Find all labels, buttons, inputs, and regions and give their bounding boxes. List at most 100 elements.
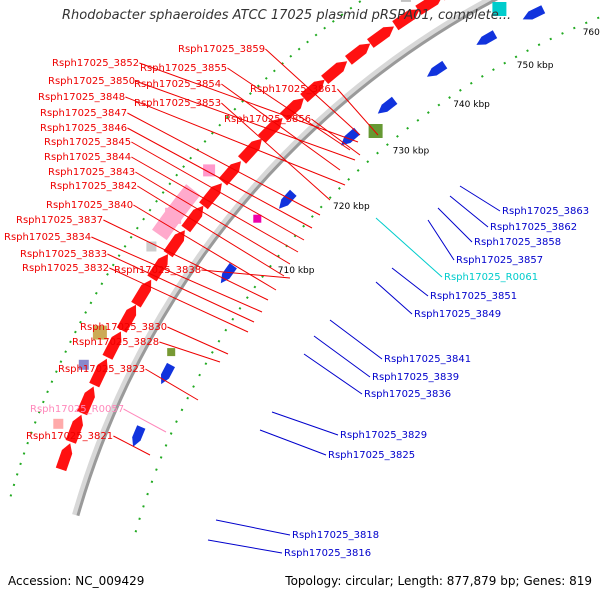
map-title: Rhodobacter sphaeroides ATCC 17025 plasm… xyxy=(62,8,512,23)
left-gene-label[interactable]: Rsph17025_3838 xyxy=(114,265,201,276)
kbp-tick-label: 730 kbp xyxy=(393,146,430,156)
right-gene-label[interactable]: Rsph17025_3839 xyxy=(372,372,459,383)
reverse-gene-arrow xyxy=(161,362,175,385)
reverse-gene-arrow xyxy=(132,425,146,447)
forward-gene-arrow xyxy=(181,205,204,233)
left-leader-line xyxy=(113,435,151,456)
left-gene-label[interactable]: Rsph17025_3833 xyxy=(20,249,107,260)
left-gene-label[interactable]: Rsph17025_3843 xyxy=(48,167,135,178)
right-leader-line xyxy=(391,267,429,297)
reverse-gene-arrow xyxy=(341,127,360,146)
left-leader-line xyxy=(221,102,331,201)
left-gene-label[interactable]: Rsph17025_3828 xyxy=(72,337,159,348)
forward-gene-arrow xyxy=(392,9,420,31)
rna-feature-block xyxy=(152,184,201,241)
left-gene-label[interactable]: Rsph17025_3845 xyxy=(44,137,131,148)
left-leader-line xyxy=(131,156,299,253)
left-leader-line xyxy=(337,88,379,136)
left-gene-label[interactable]: Rsph17025_3832 xyxy=(22,263,109,274)
left-gene-label[interactable]: Rsph17025_3834 xyxy=(4,232,91,243)
right-leader-line xyxy=(207,539,283,554)
left-leader-line xyxy=(91,236,263,313)
right-gene-label[interactable]: Rsph17025_3857 xyxy=(456,255,543,266)
backbone-ring xyxy=(76,0,499,517)
left-gene-label[interactable]: Rsph17025_3850 xyxy=(48,76,135,87)
right-gene-label[interactable]: Rsph17025_3836 xyxy=(364,389,451,400)
left-gene-label[interactable]: Rsph17025_3823 xyxy=(58,364,145,375)
reverse-gene-arrow xyxy=(522,5,546,20)
left-gene-label[interactable]: Rsph17025_3837 xyxy=(16,215,103,226)
left-gene-label[interactable]: Rsph17025_3861 xyxy=(250,84,337,95)
forward-gene-arrow xyxy=(131,279,152,308)
left-leader-line xyxy=(227,67,351,151)
left-gene-label[interactable]: Rsph17025_3846 xyxy=(40,123,127,134)
left-leader-line xyxy=(127,112,321,216)
right-gene-label[interactable]: Rsph17025_3849 xyxy=(414,309,501,320)
left-leader-line xyxy=(133,204,277,291)
left-leader-line xyxy=(131,141,305,241)
left-gene-label[interactable]: Rsph17025_3854 xyxy=(134,79,221,90)
right-gene-label[interactable]: Rsph17025_3858 xyxy=(474,237,561,248)
left-leader-line xyxy=(221,83,341,171)
right-gene-label[interactable]: Rsph17025_3825 xyxy=(328,450,415,461)
reverse-gene-arrow xyxy=(427,60,448,77)
right-leader-line xyxy=(459,185,501,212)
left-gene-label[interactable]: Rsph17025_3855 xyxy=(140,63,227,74)
kbp-tick-label: 740 kbp xyxy=(453,100,490,110)
left-leader-line xyxy=(135,171,291,265)
reverse-gene-arrow xyxy=(476,30,498,45)
left-leader-line xyxy=(137,185,285,277)
right-gene-label[interactable]: Rsph17025_3816 xyxy=(284,548,371,559)
forward-gene-arrow xyxy=(76,386,95,416)
right-gene-label[interactable]: Rsph17025_R0061 xyxy=(444,272,538,283)
left-leader-line xyxy=(265,48,361,136)
genome-summary: Topology: circular; Length: 877,879 bp; … xyxy=(285,574,592,588)
right-gene-label[interactable]: Rsph17025_3863 xyxy=(502,206,589,217)
left-gene-label[interactable]: Rsph17025_3852 xyxy=(52,58,139,69)
left-gene-label[interactable]: Rsph17025_3842 xyxy=(50,181,137,192)
left-leader-line xyxy=(139,62,359,143)
left-gene-label[interactable]: Rsph17025_3848 xyxy=(38,92,125,103)
left-gene-label[interactable]: Rsph17025_3847 xyxy=(40,108,127,119)
forward-gene-arrow xyxy=(116,304,137,333)
right-leader-line xyxy=(215,519,291,536)
left-gene-label[interactable]: Rsph17025_3821 xyxy=(26,431,113,442)
forward-gene-arrow xyxy=(55,443,73,472)
left-leader-line xyxy=(109,267,249,333)
left-leader-line xyxy=(145,368,199,401)
cog-color-box xyxy=(167,348,176,357)
kbp-tick-label: 750 kbp xyxy=(517,61,554,71)
forward-gene-arrow xyxy=(89,358,108,388)
left-leader-line xyxy=(103,219,269,301)
inner-dotted-ring xyxy=(9,0,365,497)
forward-gene-arrow xyxy=(238,138,262,164)
left-leader-line xyxy=(201,269,291,279)
right-leader-line xyxy=(313,335,371,378)
right-gene-label[interactable]: Rsph17025_3851 xyxy=(430,291,517,302)
left-gene-label[interactable]: Rsph17025_3830 xyxy=(80,322,167,333)
left-gene-label[interactable]: Rsph17025_3840 xyxy=(46,200,133,211)
left-gene-label[interactable]: Rsph17025_R0057 xyxy=(30,404,124,415)
forward-gene-arrow xyxy=(367,26,394,48)
forward-gene-arrow xyxy=(218,161,241,186)
left-gene-label[interactable]: Rsph17025_3859 xyxy=(178,44,265,55)
kbp-tick-label: 720 kbp xyxy=(333,202,370,212)
forward-gene-arrow xyxy=(415,0,441,15)
right-gene-label[interactable]: Rsph17025_3841 xyxy=(384,354,471,365)
forward-gene-arrow xyxy=(163,230,185,258)
cog-color-box xyxy=(253,214,262,223)
left-leader-line xyxy=(167,326,229,355)
cog-color-box xyxy=(492,2,507,16)
left-gene-label[interactable]: Rsph17025_3853 xyxy=(134,98,221,109)
kbp-tick-label: 760 kbp xyxy=(583,28,600,38)
cog-color-box xyxy=(92,325,107,340)
right-gene-label[interactable]: Rsph17025_3829 xyxy=(340,430,427,441)
forward-gene-arrow xyxy=(65,414,83,444)
right-gene-label[interactable]: Rsph17025_3862 xyxy=(490,222,577,233)
right-gene-label[interactable]: Rsph17025_3818 xyxy=(292,530,379,541)
left-gene-label[interactable]: Rsph17025_3856 xyxy=(224,114,311,125)
reverse-gene-arrow xyxy=(279,189,297,209)
right-leader-line xyxy=(375,281,413,315)
left-gene-label[interactable]: Rsph17025_3844 xyxy=(44,152,131,163)
